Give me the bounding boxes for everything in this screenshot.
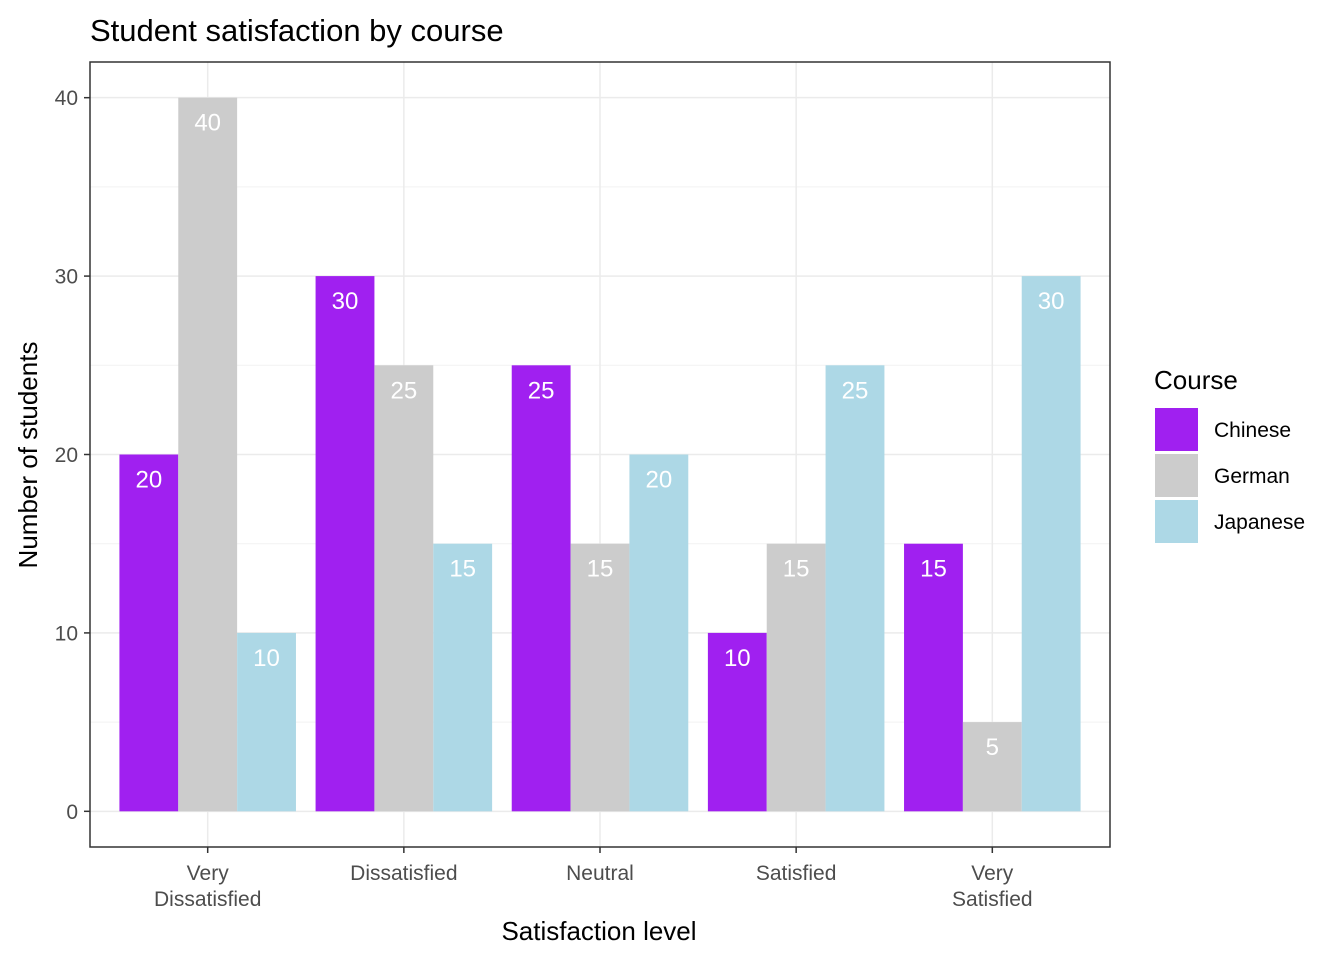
bar-german	[178, 97, 238, 812]
x-tick-label: Very Dissatisfied	[154, 862, 261, 911]
x-tick-label: Neutral	[566, 862, 634, 885]
data-labels: 20 30 25 10 15 40 25 15 15 5 10 15 20 25 30	[135, 110, 1064, 761]
data-label: 10	[253, 645, 280, 672]
chart-title: Student satisfaction by course	[90, 13, 504, 48]
y-axis: 0 10 20 30 40	[55, 87, 90, 824]
bar-japanese	[825, 365, 885, 812]
data-label: 15	[449, 556, 476, 583]
legend-label-german: German	[1214, 465, 1290, 488]
legend-label-japanese: Japanese	[1214, 511, 1305, 534]
bar-german	[570, 543, 630, 812]
x-tick-label: Satisfied	[756, 862, 837, 885]
y-tick-label: 20	[55, 444, 78, 467]
bar-chinese	[707, 632, 767, 812]
legend-label-chinese: Chinese	[1214, 419, 1291, 442]
bar-japanese	[629, 454, 689, 812]
bar-chinese	[904, 543, 963, 812]
bar-german	[962, 722, 1022, 812]
bar-chinese	[511, 365, 571, 812]
data-label: 10	[724, 645, 751, 672]
x-tick-label: Very Satisfied	[952, 862, 1033, 911]
data-label: 15	[783, 556, 810, 583]
data-label: 30	[1038, 288, 1065, 315]
y-tick-label: 0	[66, 801, 78, 824]
legend-title: Course	[1154, 365, 1238, 395]
x-axis-title: Satisfaction level	[501, 916, 696, 946]
data-label: 40	[194, 110, 221, 137]
legend: Course Chinese German Japanese	[1154, 365, 1305, 543]
data-label: 25	[390, 377, 417, 404]
data-label: 25	[528, 377, 555, 404]
bars	[119, 97, 1081, 812]
x-axis: Very Dissatisfied Dissatisfied Neutral Satis…	[154, 847, 1033, 911]
bar-chinese	[119, 454, 179, 812]
legend-key-japanese	[1155, 500, 1198, 543]
legend-key-german	[1155, 454, 1198, 497]
legend-key-chinese	[1155, 408, 1198, 451]
data-label: 5	[986, 734, 999, 761]
y-tick-label: 10	[55, 622, 78, 645]
x-tick-label: Dissatisfied	[350, 862, 457, 885]
bar-german	[766, 543, 826, 812]
data-label: 20	[645, 467, 672, 494]
data-label: 15	[920, 556, 947, 583]
data-label: 15	[587, 556, 614, 583]
bar-chinese	[315, 276, 375, 812]
bar-german	[374, 365, 434, 812]
data-label: 20	[135, 467, 162, 494]
bar-japanese	[433, 543, 493, 812]
bar-japanese	[237, 632, 296, 812]
bar-japanese	[1021, 276, 1081, 812]
data-label: 25	[842, 377, 869, 404]
y-tick-label: 40	[55, 87, 78, 110]
y-tick-label: 30	[55, 266, 78, 289]
data-label: 30	[332, 288, 359, 315]
y-axis-title: Number of students	[13, 342, 43, 569]
